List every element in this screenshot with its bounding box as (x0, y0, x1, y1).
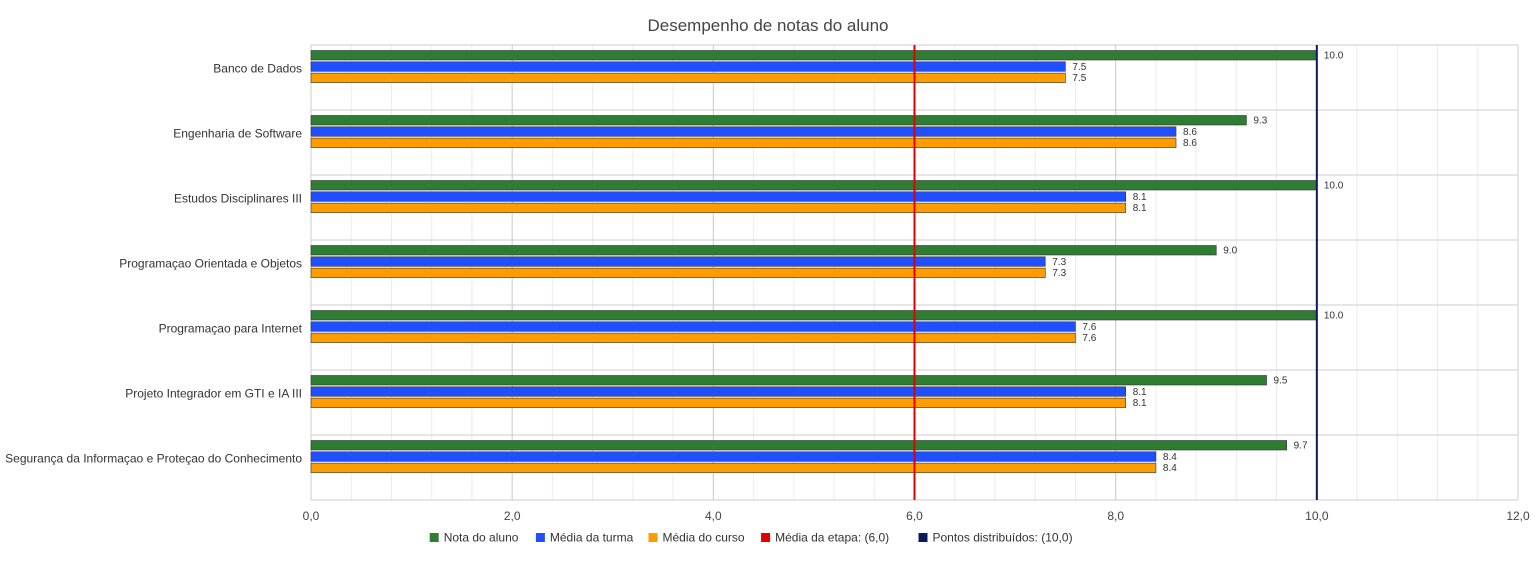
bar-value-label: 7.5 (1072, 62, 1086, 73)
legend-label: Nota do aluno (444, 531, 519, 545)
bar-value-label: 7.3 (1052, 257, 1066, 268)
category-label: Programaçao para Internet (159, 321, 303, 335)
legend-label: Média da turma (550, 531, 634, 545)
bar-value-label: 7.5 (1072, 73, 1086, 84)
bar-value-label: 7.6 (1082, 333, 1096, 344)
bar (310, 115, 1247, 126)
bar (310, 321, 1076, 332)
category-label: Banco de Dados (213, 61, 302, 75)
bar (310, 256, 1046, 267)
bar (310, 375, 1267, 386)
bar-value-label: 9.7 (1294, 441, 1308, 452)
x-tick-label: 4,0 (705, 509, 722, 523)
legend-swatch (648, 533, 658, 542)
x-tick-label: 2,0 (504, 509, 521, 523)
x-tick-label: 10,0 (1305, 509, 1329, 523)
category-label: Estudos Disciplinares III (174, 191, 302, 205)
bar (310, 50, 1318, 61)
legend-label: Média do curso (663, 531, 745, 545)
bar (310, 126, 1177, 137)
labels: 0,0 2,0 4,0 6,0 8,0 10,0 12,0 10.0 7.57.5 Banco d… (5, 51, 1530, 524)
bar (310, 61, 1066, 72)
legend-label: Pontos distribuídos: (10,0) (933, 531, 1073, 545)
bar (310, 397, 1127, 408)
bar (310, 72, 1066, 83)
category-label: Projeto Integrador em GTI e IA III (125, 386, 302, 400)
bar-value-label: 10.0 (1324, 311, 1344, 322)
bar-value-label: 9.3 (1253, 116, 1267, 127)
bar (310, 267, 1046, 278)
bar (310, 180, 1318, 191)
reference-lines (913, 45, 1318, 500)
bar-value-label: 8.1 (1133, 192, 1147, 203)
bar (310, 451, 1157, 462)
bar-value-label: 8.1 (1133, 398, 1147, 409)
bar-value-label: 7.3 (1052, 268, 1066, 279)
bar-value-label: 10.0 (1324, 51, 1344, 62)
category-label: Programaçao Orientada e Objetos (119, 256, 302, 270)
x-tick-label: 6,0 (906, 509, 923, 523)
bar (310, 332, 1076, 343)
legend-label: Média da etapa: (6,0) (775, 531, 889, 545)
bar-value-label: 9.5 (1274, 376, 1288, 387)
legend-swatch (535, 533, 545, 542)
bar (310, 191, 1127, 202)
category-label: Segurança da Informaçao e Proteçao do Co… (5, 451, 302, 465)
bar-value-label: 8.6 (1183, 138, 1197, 149)
legend-swatch (761, 533, 771, 542)
bar-value-label: 10.0 (1324, 181, 1344, 192)
chart-title: Desempenho de notas do aluno (647, 16, 888, 35)
bar (310, 245, 1217, 256)
bar-value-label: 8.4 (1163, 463, 1177, 474)
x-tick-label: 0,0 (303, 509, 320, 523)
legend-swatch (918, 533, 928, 542)
x-tick-label: 8,0 (1107, 509, 1124, 523)
x-tick-label: 12,0 (1506, 509, 1530, 523)
bar-value-label: 8.4 (1163, 452, 1177, 463)
bar (310, 440, 1287, 451)
bar-value-label: 8.1 (1133, 387, 1147, 398)
bar (310, 137, 1177, 148)
bar-value-label: 8.6 (1183, 127, 1197, 138)
bar (310, 202, 1127, 213)
bars (310, 50, 1318, 473)
category-label: Engenharia de Software (173, 126, 302, 140)
bar (310, 386, 1127, 397)
bar-value-label: 8.1 (1133, 203, 1147, 214)
bar (310, 310, 1318, 321)
bar (310, 462, 1157, 473)
bar-value-label: 9.0 (1223, 246, 1237, 257)
bar-value-label: 7.6 (1082, 322, 1096, 333)
legend-swatch (429, 533, 439, 542)
legend: Nota do aluno Média da turma Média do curs… (429, 531, 1073, 545)
